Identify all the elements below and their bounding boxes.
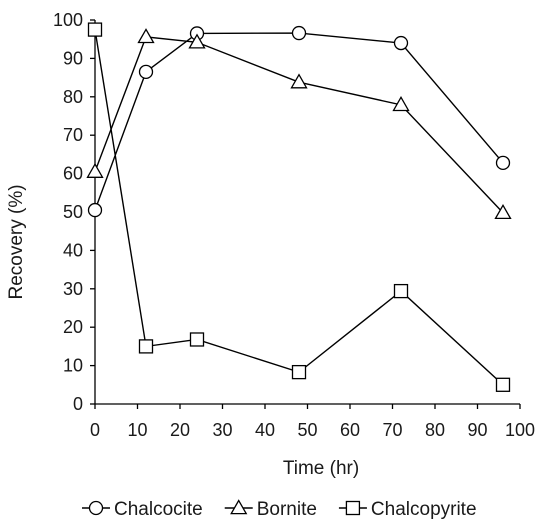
bornite-point: [188, 33, 206, 49]
legend-marker-chalcopyrite: [345, 500, 361, 516]
legend-item-chalcopyrite: Chalcopyrite: [338, 499, 477, 520]
x-axis-title: Time (hr): [283, 458, 359, 479]
legend-label-chalcopyrite: Chalcopyrite: [371, 499, 477, 520]
legend-item-chalcocite: Chalcocite: [82, 499, 203, 520]
bornite-point: [290, 73, 308, 89]
y-tick-label: 30: [63, 279, 83, 299]
bornite-line: [94, 36, 504, 214]
legend-marker-bornite: [230, 499, 248, 515]
y-tick-label: 10: [63, 356, 83, 376]
y-tick-label: 60: [63, 164, 83, 184]
chart-axes: [90, 19, 521, 409]
y-tick-label: 70: [63, 125, 83, 145]
chalcopyrite-point: [138, 339, 154, 354]
chalcocite-point: [495, 155, 511, 170]
chalcocite-point: [291, 25, 307, 41]
chalcocite-line: [94, 32, 504, 211]
y-tick-label: 20: [63, 317, 83, 337]
x-tick-label: 40: [255, 420, 275, 440]
x-tick-label: 0: [90, 420, 100, 440]
chalcocite-point: [138, 64, 154, 79]
x-tick-label: 70: [382, 420, 402, 440]
legend-label-bornite: Bornite: [257, 499, 317, 520]
x-tick-label: 60: [340, 420, 360, 440]
series-bornite: [86, 28, 512, 220]
y-tick-label: 90: [63, 48, 83, 68]
y-tick-label: 40: [63, 240, 83, 260]
bornite-point: [137, 28, 155, 44]
legend-item-bornite: Bornite: [224, 499, 317, 520]
bornite-point: [86, 162, 104, 178]
series-chalcopyrite: [87, 22, 511, 392]
x-tick-label: 80: [425, 420, 445, 440]
y-tick-label: 0: [73, 394, 83, 414]
chalcopyrite-point: [291, 364, 307, 380]
legend-marker-chalcocite: [88, 500, 104, 516]
bornite-point: [494, 203, 512, 220]
y-axis-title: Recovery (%): [6, 184, 27, 299]
legend: Chalcocite Bornite Chalcopyrite: [82, 499, 477, 520]
series-layer: [86, 22, 512, 392]
x-tick-labels: 0 10 20 30 40 50 60 70 80 90 100: [90, 420, 535, 440]
y-tick-label: 50: [63, 202, 83, 222]
x-tick-label: 10: [127, 420, 147, 440]
x-tick-label: 30: [212, 420, 232, 440]
legend-label-chalcocite: Chalcocite: [114, 499, 203, 520]
x-tick-label: 100: [505, 420, 535, 440]
series-chalcocite: [87, 25, 511, 218]
y-tick-label: 80: [63, 87, 83, 107]
chalcopyrite-point: [189, 332, 205, 347]
chalcopyrite-point: [87, 22, 103, 37]
x-tick-label: 90: [467, 420, 487, 440]
chalcopyrite-point: [393, 283, 409, 299]
x-tick-label: 50: [297, 420, 317, 440]
chalcocite-point: [393, 35, 409, 51]
chalcopyrite-line: [94, 29, 504, 386]
bornite-point: [392, 96, 410, 112]
x-tick-label: 20: [170, 420, 190, 440]
chalcopyrite-point: [495, 377, 511, 392]
chalcocite-point: [87, 202, 103, 218]
y-tick-labels: 0 10 20 30 40 50 60 70 80 90 100: [53, 10, 83, 414]
y-tick-label: 100: [53, 10, 83, 30]
